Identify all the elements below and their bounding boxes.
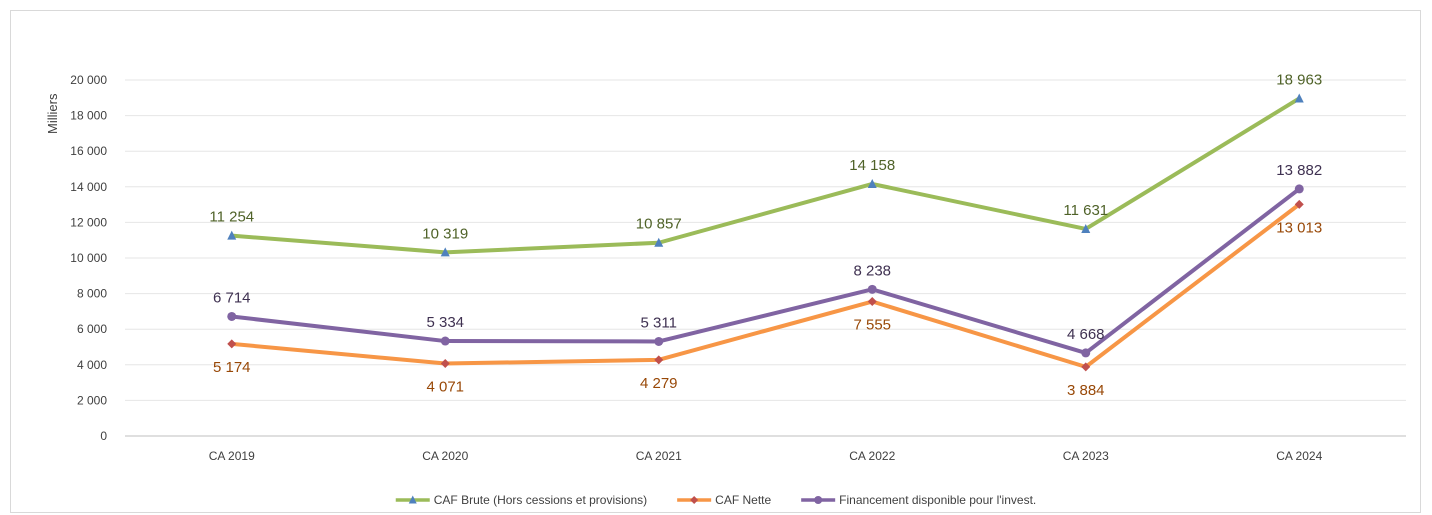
circle-marker [440, 336, 450, 346]
y-tick-label: 6 000 [77, 322, 107, 336]
data-label: 5 174 [213, 359, 251, 376]
gridlines [125, 79, 1406, 437]
x-tick-label: CA 2024 [1276, 449, 1322, 463]
circle-marker [1294, 184, 1304, 194]
series-line [229, 186, 1302, 355]
x-axis-ticks: CA 2019 CA 2020 CA 2021 CA 2022 CA 2023 CA 20… [209, 449, 1323, 463]
y-tick-label: 2 000 [77, 393, 107, 407]
diamond-marker [440, 359, 450, 369]
diamond-marker [867, 297, 877, 307]
triangle-marker [1081, 223, 1091, 233]
legend-item: Financement disponible pour l'invest. [801, 493, 1036, 507]
y-tick-label: 14 000 [70, 180, 107, 194]
y-tick-label: 12 000 [70, 215, 107, 229]
data-label: 7 555 [853, 317, 891, 334]
diamond-marker [690, 496, 699, 504]
data-label: 4 071 [426, 379, 464, 396]
legend-label: CAF Nette [715, 493, 771, 507]
diamond-marker [1081, 362, 1091, 372]
legend-item: CAF Nette [677, 493, 771, 507]
diamond-marker [227, 339, 237, 349]
data-label: 18 963 [1276, 71, 1322, 88]
series-1 [227, 93, 1304, 257]
data-label: 6 714 [213, 289, 251, 306]
chart-frame [10, 10, 1421, 513]
data-label: 13 013 [1276, 219, 1322, 236]
y-axis-label: Milliers [45, 93, 60, 134]
y-tick-label: 8 000 [77, 287, 107, 301]
triangle-marker [867, 178, 877, 188]
triangle-marker [1294, 93, 1304, 103]
circle-marker [867, 284, 877, 294]
series-group [227, 93, 1304, 372]
data-label: 10 319 [422, 225, 468, 242]
legend: CAF Brute (Hors cessions et provisions) C… [395, 493, 1036, 507]
y-tick-label: 10 000 [70, 251, 107, 265]
x-tick-label: CA 2021 [636, 449, 682, 463]
series-2 [227, 199, 1304, 372]
series-3 [227, 184, 1304, 358]
circle-marker [1081, 348, 1091, 358]
data-label: 11 631 [1063, 202, 1108, 219]
data-label: 11 254 [209, 209, 254, 226]
y-tick-label: 18 000 [70, 109, 107, 123]
x-tick-label: CA 2019 [209, 449, 255, 463]
y-tick-label: 4 000 [77, 358, 107, 372]
triangle-marker [654, 237, 664, 247]
x-tick-label: CA 2022 [849, 449, 895, 463]
x-tick-label: CA 2020 [422, 449, 468, 463]
data-label: 3 884 [1067, 382, 1105, 399]
y-axis-ticks: 0 2 000 4 000 6 000 8 000 10 000 12 000 14 000 1… [70, 73, 107, 443]
triangle-marker [227, 230, 237, 240]
legend-label: CAF Brute (Hors cessions et provisions) [434, 493, 647, 507]
data-label: 8 238 [853, 262, 891, 279]
y-tick-label: 16 000 [70, 144, 107, 158]
circle-marker [814, 496, 823, 504]
triangle-marker [408, 495, 417, 504]
data-label: 4 668 [1067, 326, 1105, 343]
data-label: 5 311 [641, 314, 677, 331]
data-labels: 11 254 10 319 10 857 14 158 11 631 18 963 5 17… [209, 71, 1322, 398]
data-label: 5 334 [426, 314, 464, 331]
legend-label: Financement disponible pour l'invest. [839, 493, 1036, 507]
diamond-marker [1294, 199, 1304, 209]
circle-marker [654, 336, 664, 346]
x-tick-label: CA 2023 [1063, 449, 1109, 463]
data-label: 4 279 [640, 375, 678, 392]
triangle-marker [440, 247, 450, 257]
y-tick-label: 0 [100, 429, 107, 443]
data-label: 13 882 [1276, 162, 1322, 179]
y-tick-label: 20 000 [70, 73, 107, 87]
series-line [229, 202, 1302, 369]
data-label: 14 158 [849, 157, 895, 174]
diamond-marker [654, 355, 664, 365]
data-label: 10 857 [636, 216, 682, 233]
legend-item: CAF Brute (Hors cessions et provisions) [395, 493, 647, 507]
circle-marker [227, 311, 237, 321]
series-line [229, 96, 1302, 255]
